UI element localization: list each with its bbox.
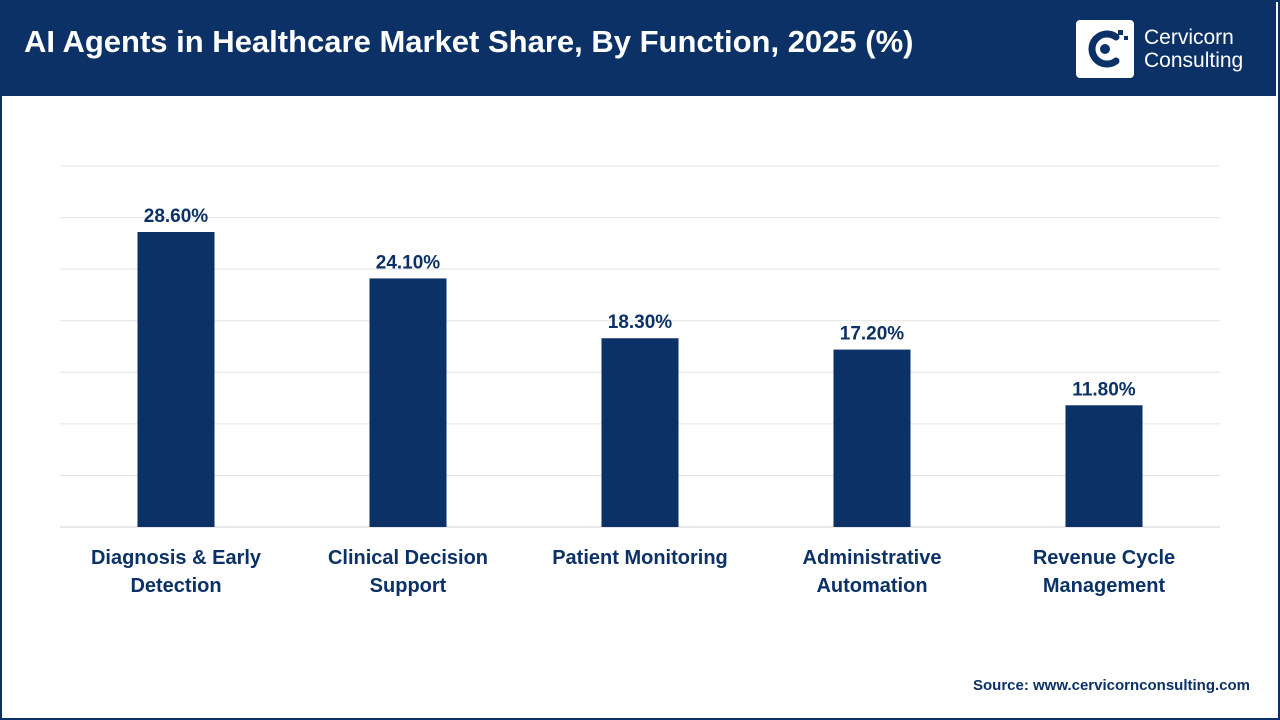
x-tick-label: Detection <box>130 575 221 597</box>
company-logo: Cervicorn Consulting <box>1076 20 1256 78</box>
x-tick-label: Support <box>370 575 447 597</box>
x-tick-label: Diagnosis & Early <box>91 547 262 569</box>
data-label: 18.30% <box>608 312 673 333</box>
bar <box>601 338 679 527</box>
bar <box>1065 405 1143 527</box>
x-tick-label: Patient Monitoring <box>552 547 728 569</box>
logo-mark-icon <box>1076 20 1134 78</box>
data-label: 17.20% <box>840 324 905 345</box>
bar <box>833 349 911 527</box>
bar <box>369 278 447 527</box>
x-tick-label: Clinical Decision <box>328 547 488 569</box>
bar <box>137 232 215 528</box>
logo-text-line1: Cervicorn <box>1144 26 1234 49</box>
header-bar: AI Agents in Healthcare Market Share, By… <box>0 0 1276 96</box>
x-tick-label: Automation <box>816 575 927 597</box>
chart-title: AI Agents in Healthcare Market Share, By… <box>24 24 914 59</box>
data-label: 11.80% <box>1072 379 1135 400</box>
logo-text: Cervicorn Consulting <box>1144 26 1243 72</box>
bar-chart: 28.60% Diagnosis & Early Detection 24.10% Cl… <box>60 165 1220 597</box>
logo-text-line2: Consulting <box>1144 49 1244 72</box>
x-tick-label: Management <box>1043 575 1166 597</box>
x-tick-label: Administrative <box>803 547 942 569</box>
data-label: 28.60% <box>144 206 209 227</box>
data-label: 24.10% <box>376 252 441 273</box>
x-tick-label: Revenue Cycle <box>1033 547 1175 569</box>
source-note: Source: www.cervicornconsulting.com <box>972 677 1250 694</box>
